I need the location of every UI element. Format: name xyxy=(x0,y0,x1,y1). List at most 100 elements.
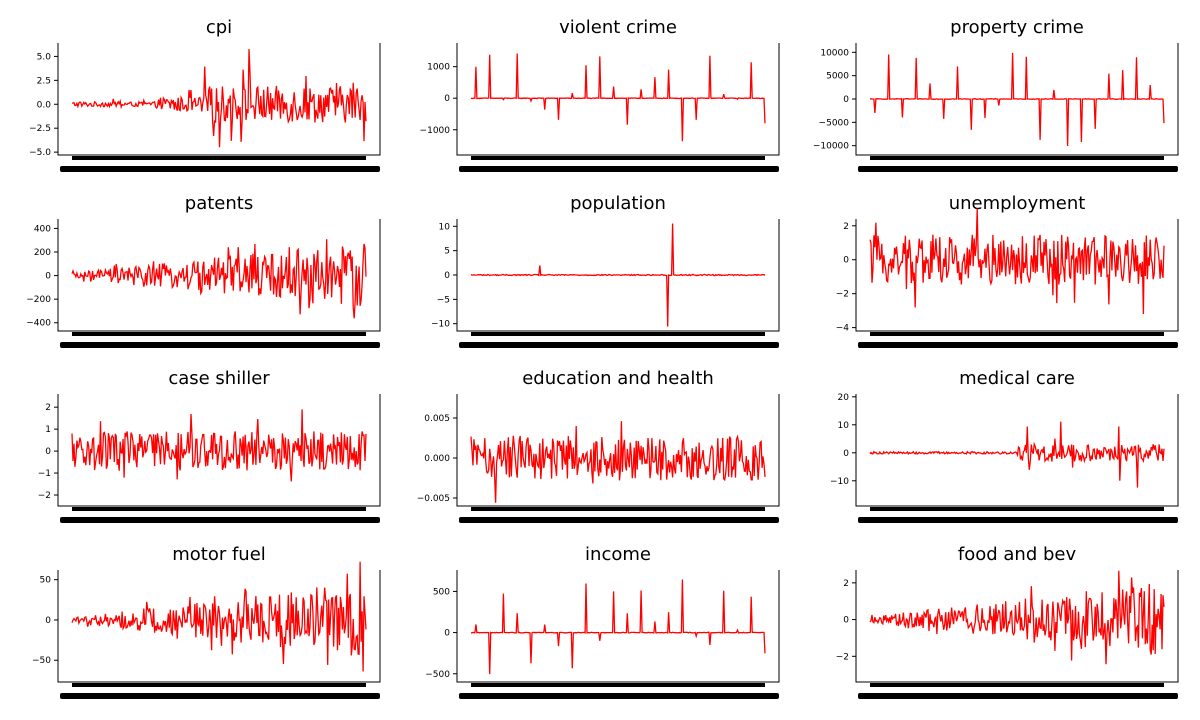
y-tick-label: −0.005 xyxy=(417,494,450,504)
y-tick-label: 10 xyxy=(838,421,850,431)
x-tick-labels xyxy=(858,342,1178,348)
x-tick-labels xyxy=(60,693,380,699)
subplot-10: income −500 0 500 xyxy=(425,544,780,699)
axes-frame xyxy=(855,219,1179,332)
x-tick-marks xyxy=(870,156,1164,160)
y-tick-label: 0 xyxy=(45,447,51,457)
y-tick-label: 200 xyxy=(34,248,51,258)
subplot-5: unemployment −4 −2 0 2 xyxy=(836,193,1179,348)
subplot-9: motor fuel −50 0 50 xyxy=(32,544,381,699)
subplot-2: property crime −10000 −5000 0 5000 10000 xyxy=(813,17,1179,172)
series-line xyxy=(471,579,766,675)
y-tick-label: −50 xyxy=(32,656,51,666)
y-tick-label: 5000 xyxy=(826,72,849,82)
x-tick-marks xyxy=(870,683,1164,687)
chart-title: property crime xyxy=(950,17,1084,38)
y-tick-label: −400 xyxy=(26,319,51,329)
x-tick-labels xyxy=(459,166,779,172)
x-tick-marks xyxy=(870,332,1164,336)
chart-title: violent crime xyxy=(559,17,677,38)
x-tick-marks xyxy=(72,156,366,160)
axes-frame xyxy=(57,219,381,332)
series-line xyxy=(869,421,1165,488)
chart-title: patents xyxy=(185,193,253,214)
y-tick-label: −1 xyxy=(38,469,51,479)
x-tick-marks xyxy=(471,332,765,336)
x-tick-marks xyxy=(72,507,366,511)
axes-frame xyxy=(456,394,780,507)
y-tick-label: 2 xyxy=(45,403,51,413)
x-tick-marks xyxy=(72,683,366,687)
y-tick-label: 50 xyxy=(40,576,52,586)
chart-title: education and health xyxy=(522,368,714,389)
x-tick-labels xyxy=(60,342,380,348)
y-tick-label: 0 xyxy=(843,616,849,626)
series-line xyxy=(71,49,367,148)
x-tick-marks xyxy=(471,507,765,511)
y-tick-label: 500 xyxy=(433,587,450,597)
x-tick-labels xyxy=(858,166,1178,172)
y-tick-label: −10 xyxy=(431,320,450,330)
y-tick-label: 5.0 xyxy=(37,52,52,62)
subplot-7: education and health −0.005 0.000 0.005 xyxy=(417,368,780,523)
x-tick-marks xyxy=(471,683,765,687)
subplot-1: violent crime −1000 0 1000 xyxy=(420,17,780,172)
chart-title: medical care xyxy=(959,368,1075,389)
y-tick-label: 400 xyxy=(34,224,51,234)
subplot-4: population −10 −5 0 5 10 xyxy=(431,193,780,348)
chart-title: unemployment xyxy=(949,193,1086,214)
x-tick-marks xyxy=(870,507,1164,511)
series-line xyxy=(470,53,766,142)
axes-frame xyxy=(456,43,780,156)
series-line xyxy=(869,570,1165,665)
chart-title: motor fuel xyxy=(172,544,266,565)
y-tick-label: 0 xyxy=(843,95,849,105)
axes-frame xyxy=(855,394,1179,507)
subplot-0: cpi −5.0 −2.5 0.0 2.5 5.0 xyxy=(29,17,381,172)
y-tick-label: −10000 xyxy=(813,142,849,152)
y-tick-label: −2 xyxy=(38,491,51,501)
series-line xyxy=(470,223,766,327)
y-tick-label: −200 xyxy=(26,295,51,305)
x-tick-labels xyxy=(459,693,779,699)
x-tick-labels xyxy=(858,693,1178,699)
chart-title: population xyxy=(570,193,666,214)
subplot-6: case shiller −2 −1 0 1 2 xyxy=(38,368,381,523)
y-tick-label: −10 xyxy=(830,477,849,487)
y-tick-label: 0 xyxy=(444,271,450,281)
x-tick-labels xyxy=(60,517,380,523)
series-line xyxy=(869,208,1165,315)
chart-title: food and bev xyxy=(958,544,1077,565)
x-tick-marks xyxy=(471,156,765,160)
axes-frame xyxy=(855,570,1179,683)
y-tick-label: −2 xyxy=(836,290,849,300)
y-tick-label: 0 xyxy=(45,616,51,626)
chart-title: income xyxy=(585,544,651,565)
y-tick-label: 10 xyxy=(439,222,451,232)
y-tick-label: 1 xyxy=(45,425,51,435)
x-tick-labels xyxy=(60,166,380,172)
subplot-11: food and bev −2 0 2 xyxy=(836,544,1179,699)
y-tick-label: −1000 xyxy=(420,126,451,136)
y-tick-label: −500 xyxy=(425,670,450,680)
y-tick-label: −5000 xyxy=(819,118,850,128)
y-tick-label: 0 xyxy=(45,272,51,282)
y-tick-label: 0.005 xyxy=(424,414,450,424)
series-line xyxy=(870,52,1165,147)
series-line xyxy=(71,561,367,672)
x-tick-marks xyxy=(72,332,366,336)
y-tick-label: 0.000 xyxy=(424,454,450,464)
x-tick-labels xyxy=(459,517,779,523)
y-tick-label: −5.0 xyxy=(29,148,51,158)
y-tick-label: 0 xyxy=(843,449,849,459)
y-tick-label: −2 xyxy=(836,652,849,662)
y-tick-label: −5 xyxy=(437,295,450,305)
y-tick-label: 5 xyxy=(444,247,450,257)
y-tick-label: −4 xyxy=(836,324,850,334)
axes-frame xyxy=(57,43,381,156)
y-tick-label: 0 xyxy=(444,629,450,639)
y-tick-label: 0 xyxy=(444,94,450,104)
series-line xyxy=(71,239,367,319)
x-tick-labels xyxy=(459,342,779,348)
